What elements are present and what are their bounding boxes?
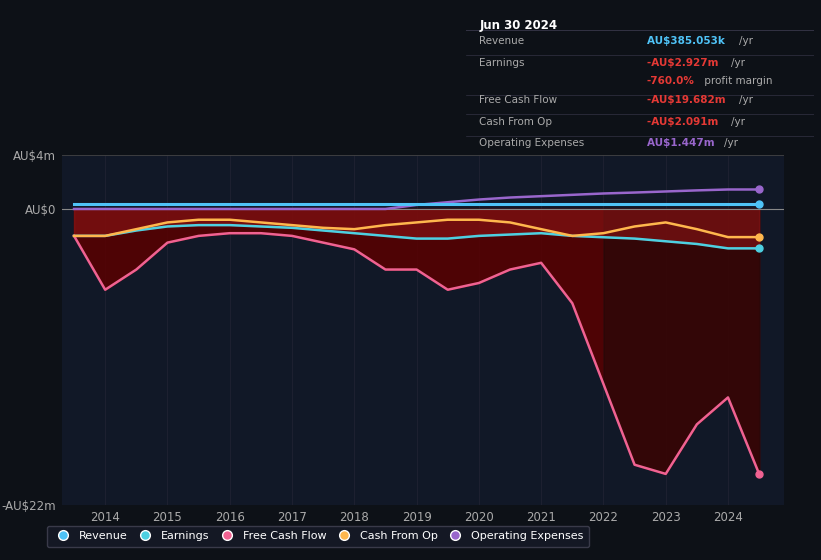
Text: /yr: /yr	[724, 138, 738, 148]
Text: /yr: /yr	[732, 58, 745, 68]
Text: Earnings: Earnings	[479, 58, 525, 68]
Text: /yr: /yr	[739, 95, 753, 105]
Text: -AU$2.927m: -AU$2.927m	[647, 58, 722, 68]
Text: Jun 30 2024: Jun 30 2024	[479, 19, 557, 32]
Text: /yr: /yr	[732, 116, 745, 127]
Text: AU$1.447m: AU$1.447m	[647, 138, 718, 148]
Text: -760.0%: -760.0%	[647, 76, 695, 86]
Text: -AU$2.091m: -AU$2.091m	[647, 116, 722, 127]
Text: Operating Expenses: Operating Expenses	[479, 138, 585, 148]
Text: Revenue: Revenue	[479, 36, 525, 45]
Text: profit margin: profit margin	[700, 76, 773, 86]
Text: Free Cash Flow: Free Cash Flow	[479, 95, 557, 105]
Legend: Revenue, Earnings, Free Cash Flow, Cash From Op, Operating Expenses: Revenue, Earnings, Free Cash Flow, Cash …	[47, 526, 589, 547]
Text: Cash From Op: Cash From Op	[479, 116, 553, 127]
Text: -AU$19.682m: -AU$19.682m	[647, 95, 729, 105]
Text: AU$385.053k: AU$385.053k	[647, 36, 728, 45]
Text: /yr: /yr	[739, 36, 753, 45]
